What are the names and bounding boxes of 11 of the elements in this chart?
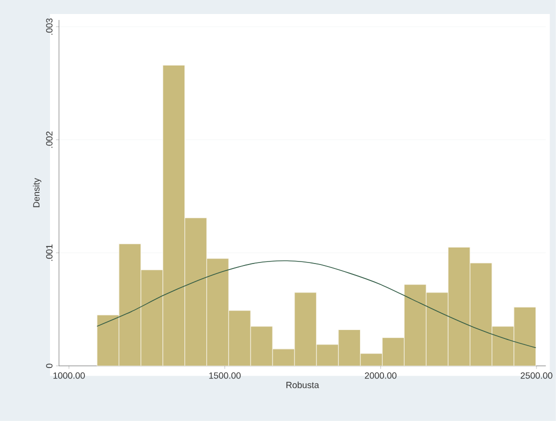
- y-tick-label: .003: [46, 18, 52, 35]
- x-tick-label: 2500.00: [520, 372, 552, 379]
- y-tick-label: .002: [46, 132, 52, 148]
- y-tick-label: .001: [46, 244, 52, 261]
- x-axis-title: Robusta: [286, 382, 320, 388]
- y-axis-title: Density: [32, 178, 42, 208]
- line-series: [96, 260, 536, 348]
- x-tick-label: 2000.00: [364, 372, 396, 379]
- x-tick-label: 1000.00: [53, 372, 85, 379]
- x-tick-label: 1500.00: [209, 372, 241, 379]
- y-tick-label: 0: [46, 364, 52, 368]
